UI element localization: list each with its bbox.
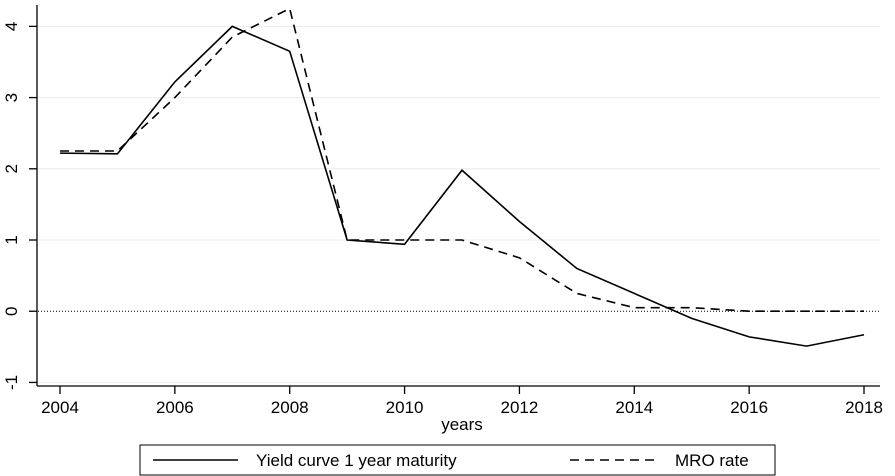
legend-label-mro: MRO rate — [675, 451, 749, 470]
series-line-0 — [59, 25, 865, 347]
legend: Yield curve 1 year maturity MRO rate — [139, 444, 776, 476]
y-tick-label-0: -1 — [2, 375, 21, 390]
y-tick-label-1: 0 — [2, 306, 21, 315]
x-tick-label-7: 2018 — [845, 398, 883, 417]
x-axis-title: years — [441, 415, 483, 434]
x-tick-label-1: 2006 — [156, 398, 194, 417]
x-tick-label-6: 2016 — [730, 398, 768, 417]
y-tick-label-2: 1 — [2, 235, 21, 244]
y-tick-label-4: 3 — [2, 93, 21, 102]
x-tick-label-0: 2004 — [41, 398, 79, 417]
x-tick-label-2: 2008 — [271, 398, 309, 417]
gridlines — [38, 25, 880, 383]
x-axis-ticks: 2004 2006 2008 2010 2012 2014 2016 2018 — [41, 386, 883, 417]
y-tick-label-3: 2 — [2, 164, 21, 173]
y-tick-label-5: 4 — [2, 22, 21, 31]
x-tick-label-3: 2010 — [386, 398, 424, 417]
y-axis-ticks: -1 0 1 2 3 4 — [2, 22, 37, 390]
x-tick-label-5: 2014 — [615, 398, 653, 417]
series-line-1 — [60, 7, 864, 313]
legend-box — [139, 444, 776, 476]
series-lines — [59, 7, 865, 347]
x-tick-label-4: 2012 — [501, 398, 539, 417]
legend-label-yield: Yield curve 1 year maturity — [256, 451, 457, 470]
plot-frame — [36, 5, 880, 387]
